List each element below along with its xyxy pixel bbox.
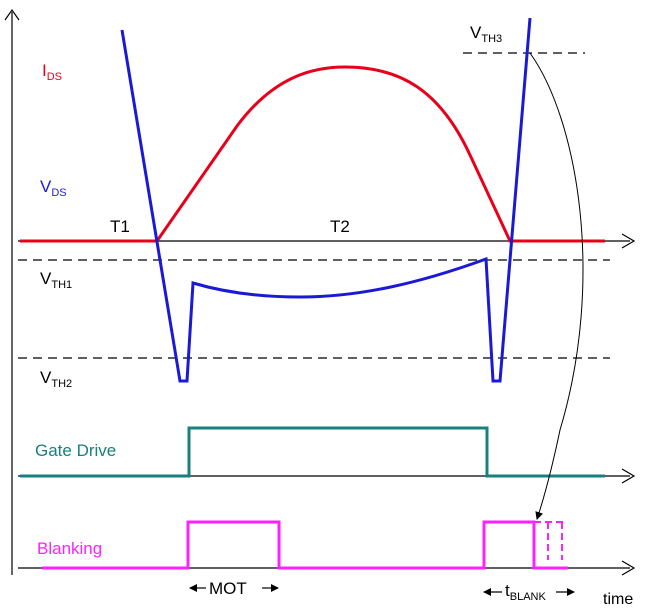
ids-label-sub: DS <box>46 71 63 83</box>
blank-axis-arrowhead <box>621 560 636 576</box>
tblank-label-sub: BLANK <box>509 591 546 603</box>
tblank-label-main: t <box>505 581 510 600</box>
vth2-label-main: V <box>40 368 52 387</box>
vth3-label-main: V <box>470 23 482 42</box>
gate-axis-arrowhead <box>621 468 636 484</box>
gate-drive-waveform <box>20 426 605 478</box>
time-axis-label: time <box>603 591 634 608</box>
tblank-label: tBLANK <box>505 582 546 603</box>
blanking-extension-dashed <box>534 521 564 560</box>
gate-drive-label: Gate Drive <box>35 441 117 460</box>
y-axis-arrowhead <box>4 8 20 21</box>
mot-label: MOT <box>209 579 247 598</box>
vth2-label: VTH2 <box>40 369 72 390</box>
vth3-to-blanking-arrow <box>529 52 584 520</box>
t2-label: T2 <box>330 217 350 236</box>
t1-label: T1 <box>110 217 130 236</box>
blanking-label: Blanking <box>37 539 103 558</box>
vds-waveform <box>120 17 532 383</box>
vds-label-main: V <box>40 177 52 196</box>
vds-label: VDS <box>40 178 67 199</box>
vth1-label: VTH1 <box>40 270 72 291</box>
ids-label: IDS <box>42 62 62 83</box>
vth2-label-sub: TH2 <box>51 378 73 390</box>
vds-label-sub: DS <box>51 187 67 199</box>
ids-label-main: I <box>42 61 47 80</box>
vth3-label-sub: TH3 <box>481 33 503 45</box>
ids-waveform <box>20 65 605 243</box>
vth3-label: VTH3 <box>470 24 502 45</box>
vth1-label-main: V <box>40 269 52 288</box>
blanking-waveform <box>42 520 568 570</box>
vth1-label-sub: TH1 <box>51 279 73 291</box>
main-axis-arrowhead <box>621 233 636 249</box>
